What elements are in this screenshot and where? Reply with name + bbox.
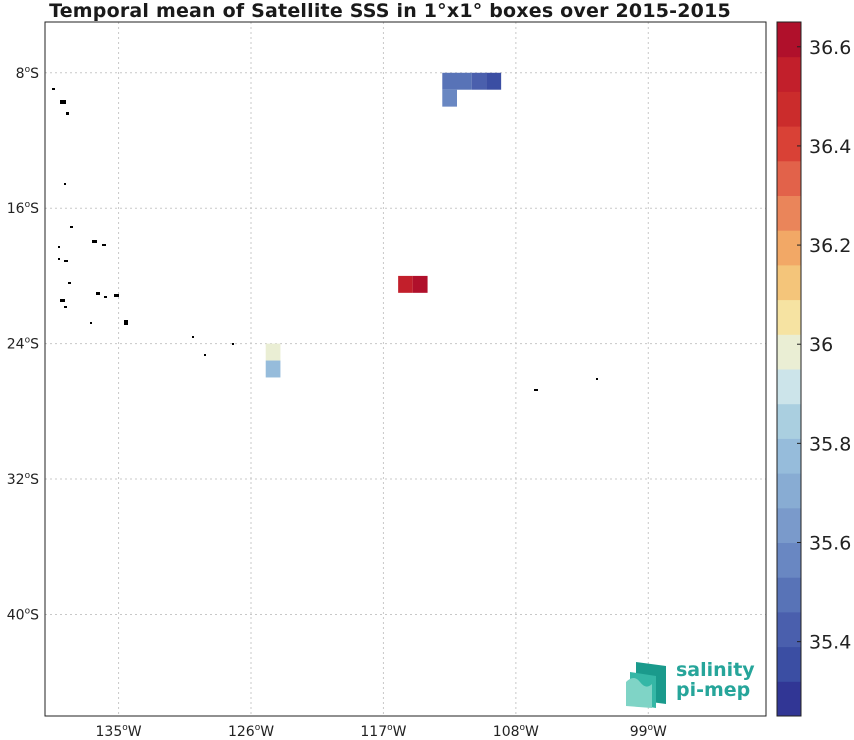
sss-cell xyxy=(442,72,457,90)
colorbar-tick-label: 35.4 xyxy=(809,632,851,654)
colorbar-block xyxy=(777,299,801,335)
island xyxy=(70,226,73,228)
colorbar-block xyxy=(777,577,801,613)
island xyxy=(90,322,92,324)
island xyxy=(104,296,107,298)
island xyxy=(124,320,128,325)
colorbar-block xyxy=(777,160,801,196)
island xyxy=(232,343,234,345)
sss-cell xyxy=(265,343,281,361)
colorbar-block xyxy=(777,22,801,58)
map-title: Temporal mean of Satellite SSS in 1°x1° … xyxy=(49,0,731,22)
island xyxy=(102,244,106,246)
island xyxy=(96,292,100,295)
island xyxy=(192,336,194,338)
sss-cell xyxy=(471,72,487,90)
latitude-labels: 8oS 16oS 24oS 32oS 40oS xyxy=(7,65,39,624)
logo-text: salinity pi-mep xyxy=(676,660,755,700)
lon-tick-label: 99oW xyxy=(630,723,667,740)
island xyxy=(66,112,69,115)
island xyxy=(60,299,65,302)
island xyxy=(68,282,71,284)
map-grid xyxy=(45,22,766,716)
island xyxy=(114,294,119,297)
sss-cell xyxy=(398,275,413,293)
colorbar-block xyxy=(777,369,801,405)
wave-logo-icon xyxy=(626,662,666,708)
colorbar-block xyxy=(777,542,801,578)
colorbar-block xyxy=(777,126,801,162)
island xyxy=(596,378,598,380)
island xyxy=(534,389,538,391)
sss-cells xyxy=(265,72,502,378)
colorbar-block xyxy=(777,646,801,682)
island xyxy=(58,246,60,248)
island xyxy=(92,240,97,243)
colorbar-block xyxy=(777,473,801,509)
colorbar-tick-label: 36.2 xyxy=(809,235,851,257)
lat-tick-label: 24oS xyxy=(7,336,39,353)
island xyxy=(52,88,55,90)
map-chart: 8oS 16oS 24oS 32oS 40oS 135oW 126oW 117oW 108oW… xyxy=(7,21,767,740)
island xyxy=(204,354,206,356)
sss-cell xyxy=(442,89,457,107)
colorbar-block xyxy=(777,403,801,439)
colorbar-block xyxy=(777,264,801,301)
island xyxy=(58,258,60,260)
logo-line-pimep: pi-mep xyxy=(676,679,751,701)
colorbar-block xyxy=(777,438,801,474)
colorbar-tick-label: 36.4 xyxy=(809,136,851,158)
colorbar-tick-label: 35.8 xyxy=(809,433,851,455)
colorbar-block xyxy=(777,611,801,648)
longitude-labels: 135oW 126oW 117oW 108oW 99oW xyxy=(96,723,668,740)
land-islands xyxy=(52,88,598,391)
salinity-pimep-logo: salinity pi-mep xyxy=(626,660,756,710)
sss-cell xyxy=(486,72,502,90)
lat-tick-label: 32oS xyxy=(7,471,39,488)
island xyxy=(64,306,67,308)
sss-cell xyxy=(412,275,428,293)
lon-tick-label: 126oW xyxy=(228,723,274,740)
colorbar-block xyxy=(777,681,801,717)
colorbar-block xyxy=(777,334,801,370)
colorbar-ticks: 35.4 35.6 35.8 36 36.2 36.4 36.6 xyxy=(797,37,851,654)
lat-tick-label: 40oS xyxy=(7,606,39,623)
colorbar-block xyxy=(777,230,801,266)
logo-line-salinity: salinity xyxy=(676,659,755,681)
lat-tick-label: 8oS xyxy=(16,65,39,82)
island xyxy=(64,183,66,185)
colorbar-tick-label: 36 xyxy=(809,334,833,356)
colorbar-blocks xyxy=(777,22,801,717)
colorbar-block xyxy=(777,195,801,231)
island xyxy=(64,260,68,262)
colorbar-frame xyxy=(776,21,802,717)
colorbar-block xyxy=(777,91,801,127)
sss-cell xyxy=(457,72,472,90)
colorbar-block xyxy=(777,56,801,92)
colorbar-tick-label: 36.6 xyxy=(809,37,851,59)
island xyxy=(60,100,66,104)
lon-tick-label: 117oW xyxy=(360,723,406,740)
lat-tick-label: 16oS xyxy=(7,200,39,217)
map-frame xyxy=(44,21,767,717)
lon-tick-label: 108oW xyxy=(493,723,539,740)
colorbar-block xyxy=(777,507,801,543)
lon-tick-label: 135oW xyxy=(96,723,142,740)
sss-cell xyxy=(265,360,281,378)
colorbar-tick-label: 35.6 xyxy=(809,533,851,555)
